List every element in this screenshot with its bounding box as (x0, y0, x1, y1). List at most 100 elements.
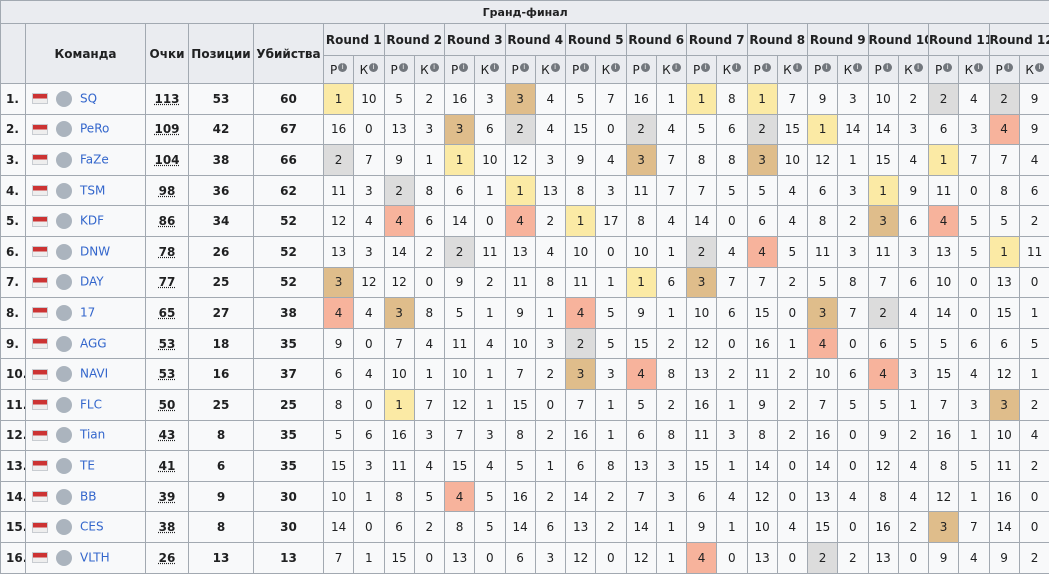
round-place: 12 (685, 327, 718, 360)
round-kills: 1 (776, 327, 809, 360)
kills: 35 (253, 450, 324, 482)
team-row: 13. TE 41 6 35 15 3 11 4 15 4 5 1 6 8 13 3 15 1 14 0 14 0 12 4 8 5… (0, 450, 1049, 482)
round-header: Round 6 (625, 23, 687, 56)
round-place: 9 (564, 144, 597, 176)
round-place: 15 (746, 297, 778, 329)
round-place: 11 (564, 266, 597, 299)
round-place: 1 (322, 83, 355, 115)
team-name[interactable]: FaZe (80, 152, 109, 167)
sub-label: Р (814, 62, 822, 77)
info-icon: i (490, 62, 500, 72)
team-name[interactable]: TSM (80, 183, 106, 198)
round-kills: 15 (776, 113, 809, 146)
team-name[interactable]: FLC (80, 397, 102, 412)
kills: 52 (253, 235, 324, 268)
points: 78 (145, 235, 189, 268)
positions: 25 (188, 266, 254, 299)
round-place: 15 (443, 450, 476, 482)
round-place: 4 (504, 205, 536, 237)
round-kills: 1 (837, 144, 869, 176)
round-place: 14 (383, 235, 415, 268)
team-name[interactable]: KDF (80, 213, 105, 228)
round-kills: 2 (716, 358, 748, 390)
round-place: 10 (746, 511, 778, 543)
round-place: 9 (927, 541, 960, 574)
kills: 37 (253, 358, 324, 390)
kills: 38 (253, 297, 324, 329)
round-place: 7 (927, 388, 960, 421)
round-kills: 2 (595, 480, 627, 513)
round-kills: 0 (776, 450, 809, 482)
round-place: 1 (867, 174, 899, 207)
team-name[interactable]: TE (80, 458, 95, 473)
points-value: 77 (158, 275, 176, 290)
rank-header (0, 23, 26, 84)
round-place: 11 (746, 358, 778, 390)
flag (32, 552, 48, 564)
round-kills: 2 (776, 388, 809, 421)
info-icon: i (943, 62, 953, 72)
round-place: 10 (504, 327, 536, 360)
round-kills: 0 (837, 419, 869, 452)
round-kills: 4 (716, 235, 748, 268)
round-kills: 8 (655, 358, 688, 390)
round-kills: 7 (958, 144, 990, 176)
round-place: 5 (383, 83, 415, 115)
round-kills: 2 (655, 327, 688, 360)
points-value: 86 (158, 214, 176, 229)
round-kills: 5 (958, 450, 990, 482)
round-kills: 2 (1018, 541, 1049, 574)
round-place: 5 (564, 83, 597, 115)
team-name[interactable]: AGG (80, 336, 107, 351)
round-kills: 2 (897, 83, 930, 115)
round-kills: 4 (353, 205, 385, 237)
flag (32, 368, 48, 380)
round-kills: 3 (655, 480, 688, 513)
team-name[interactable]: SQ (80, 91, 98, 106)
team-row: 12. Tian 43 8 35 5 6 16 3 7 3 8 2 16 1 6 8 11 3 8 2 16 0 9 2 16 1 1… (0, 419, 1049, 452)
round-place: 11 (625, 174, 657, 207)
team-logo (54, 303, 74, 323)
team-name[interactable]: DAY (80, 274, 104, 289)
round-kills: 0 (353, 113, 385, 146)
round-place: 13 (685, 358, 718, 390)
round-kills: 1 (474, 297, 506, 329)
info-icon: i (338, 62, 348, 72)
team-name[interactable]: 17 (80, 305, 96, 320)
team-logo (54, 334, 74, 354)
team-name[interactable]: BB (80, 489, 97, 504)
sub-label: К (843, 62, 853, 77)
round-place: 14 (443, 205, 476, 237)
round-place: 8 (927, 450, 960, 482)
round-place: 4 (383, 205, 415, 237)
kills: 66 (253, 144, 324, 176)
team-logo (54, 150, 74, 170)
round-kills: 4 (655, 113, 688, 146)
round-kills: 0 (837, 511, 869, 543)
round-place: 2 (625, 113, 657, 146)
flag (32, 185, 48, 197)
rank: 5. (0, 205, 26, 237)
round-place: 3 (625, 144, 657, 176)
team-name[interactable]: DNW (80, 244, 111, 259)
team-name[interactable]: Tian (80, 427, 106, 442)
team-name[interactable]: VLTH (80, 550, 110, 565)
round-place: 11 (504, 266, 536, 299)
round-kills: 2 (1018, 450, 1049, 482)
table-title: Гранд-финал (0, 0, 1049, 24)
round-place: 5 (927, 327, 960, 360)
round-place: 15 (685, 450, 718, 482)
points: 98 (145, 174, 189, 207)
round-place: 11 (927, 174, 960, 207)
round-kills: 5 (595, 297, 627, 329)
round-kills: 4 (534, 83, 567, 115)
team-name[interactable]: CES (80, 519, 104, 534)
team-name[interactable]: NAVI (80, 366, 109, 381)
round-kills: 0 (413, 541, 446, 574)
round-kills: 9 (1018, 113, 1049, 146)
team-name[interactable]: PeRo (80, 121, 110, 136)
